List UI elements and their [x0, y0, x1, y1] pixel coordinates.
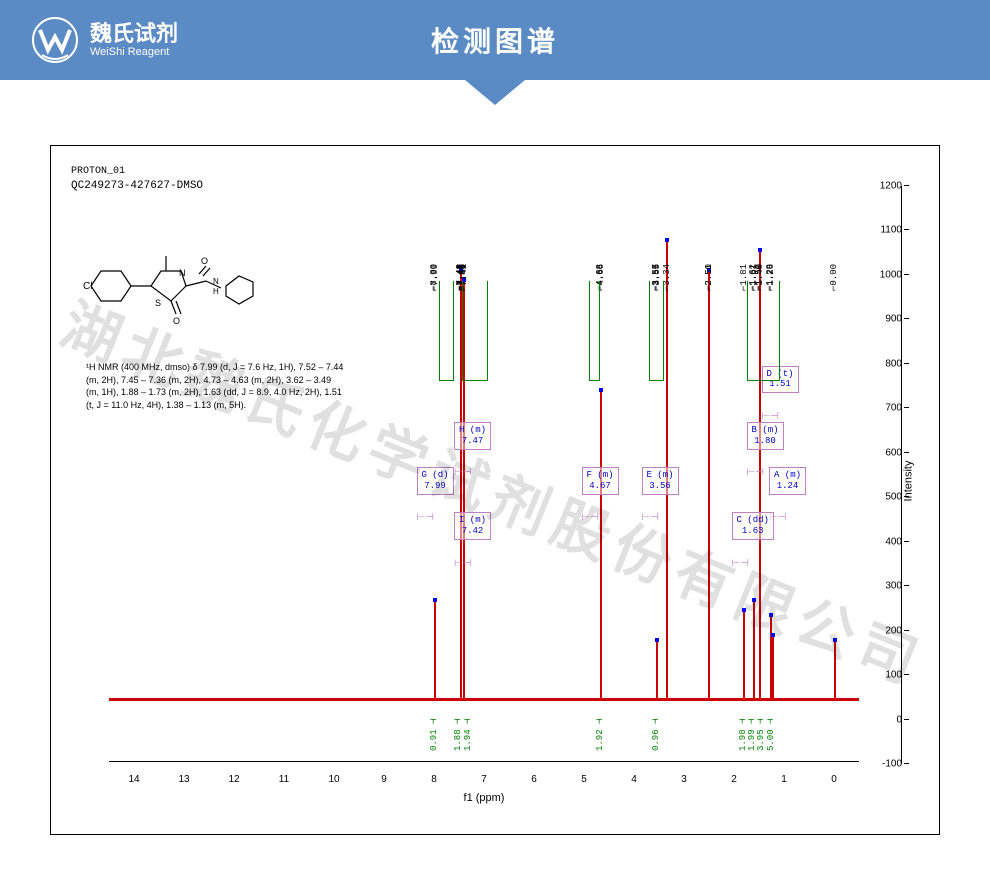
y-axis: -100010020030040050060070080090010001100… — [859, 186, 914, 764]
page-title: 检测图谱 — [431, 20, 559, 60]
logo: 魏氏试剂 WeiShi Reagent — [30, 15, 178, 65]
annotation-range: ⊢⊣ — [762, 411, 779, 422]
x-tick: 5 — [581, 774, 587, 785]
spectrum-peak — [743, 611, 745, 701]
spectrum-peak — [772, 636, 774, 701]
annotation-range: ⊢⊣ — [747, 467, 764, 478]
annotation-range: ⊢⊣ — [582, 512, 599, 523]
x-tick: 8 — [431, 774, 437, 785]
y-tick: 0 — [896, 714, 902, 725]
y-tick: 600 — [885, 447, 902, 458]
spectrum-peak — [708, 271, 710, 701]
chart-container: PROTON_01 QC249273-427627-DMSO Cl S N O — [0, 105, 990, 875]
logo-icon — [30, 15, 80, 65]
x-tick: 7 — [481, 774, 487, 785]
integral-value: 0.96 ⊣ — [651, 719, 661, 751]
integral-value: 1.88 ⊣ — [453, 719, 463, 751]
integral-value: 1.94 ⊣ — [463, 719, 473, 751]
x-axis-label: f1 (ppm) — [464, 792, 505, 804]
peak-tree — [462, 281, 488, 381]
x-tick: 6 — [531, 774, 537, 785]
x-tick: 1 — [781, 774, 787, 785]
y-tick: -100 — [882, 759, 902, 770]
peak-annotation: H (m)7.47 — [454, 422, 491, 450]
peak-tree — [439, 281, 454, 381]
peak-ppm-label: ⌐7.99 — [430, 264, 440, 291]
y-tick: 1200 — [880, 181, 902, 192]
plot-area: G (d)7.99⊢⊣H (m)7.47⊢⊣I (m)7.42⊢⊣F (m)4.… — [109, 196, 859, 762]
x-tick: 11 — [279, 774, 289, 785]
brand-en: WeiShi Reagent — [90, 46, 178, 58]
header-triangle — [465, 80, 525, 105]
y-tick: 200 — [885, 625, 902, 636]
spectrum-baseline — [109, 698, 859, 701]
y-tick: 1100 — [880, 225, 902, 236]
x-tick: 9 — [381, 774, 387, 785]
x-tick: 2 — [731, 774, 737, 785]
peak-annotation: F (m)4.67 — [582, 467, 619, 495]
peak-ppm-label: ⌐0.00 — [829, 264, 839, 291]
integral-value: 1.92 ⊣ — [595, 719, 605, 751]
annotation-range: ⊢⊣ — [454, 467, 471, 478]
spectrum-peak — [834, 641, 836, 701]
integral-value: 3.95 ⊣ — [756, 719, 766, 751]
y-tick: 700 — [885, 403, 902, 414]
peak-annotation: G (d)7.99 — [417, 467, 454, 495]
y-tick: 800 — [885, 358, 902, 369]
peak-tree — [589, 281, 600, 381]
x-tick: 13 — [178, 774, 189, 785]
x-tick: 14 — [128, 774, 139, 785]
integral-value: 0.91 ⊣ — [429, 719, 439, 751]
peak-annotation: E (m)3.56 — [642, 467, 679, 495]
x-axis: 14131211109876543210 f1 (ppm) — [109, 764, 859, 804]
header: 魏氏试剂 WeiShi Reagent 检测图谱 — [0, 0, 990, 80]
sample-id: QC249273-427627-DMSO — [71, 180, 919, 192]
peak-annotation: I (m)7.42 — [454, 512, 491, 540]
svg-text:Cl: Cl — [83, 281, 92, 292]
spectrum-peak — [600, 391, 602, 701]
peak-annotation: A (m)1.24 — [769, 467, 806, 495]
x-tick: 12 — [228, 774, 239, 785]
x-tick: 4 — [631, 774, 637, 785]
annotation-range: ⊢⊣ — [642, 512, 659, 523]
peak-tree — [649, 281, 664, 381]
y-tick: 400 — [885, 536, 902, 547]
y-tick: 500 — [885, 492, 902, 503]
spectrum-peak — [434, 601, 436, 701]
proton-label: PROTON_01 — [71, 166, 919, 177]
x-tick: 10 — [328, 774, 339, 785]
annotation-range: ⊢⊣ — [417, 512, 434, 523]
x-tick: 3 — [681, 774, 687, 785]
spectrum-peak — [656, 641, 658, 701]
peak-annotation: C (dd)1.63 — [732, 512, 774, 540]
nmr-chart: PROTON_01 QC249273-427627-DMSO Cl S N O — [50, 145, 940, 835]
y-tick: 1000 — [880, 269, 902, 280]
annotation-range: ⊢⊣ — [732, 558, 749, 569]
annotation-range: ⊢⊣ — [454, 558, 471, 569]
y-tick: 300 — [885, 581, 902, 592]
y-axis-label: Intensity — [903, 461, 915, 502]
peak-ppm-label: ⌐2.50 — [704, 264, 714, 291]
peak-tree — [747, 281, 781, 381]
brand-cn: 魏氏试剂 — [90, 22, 178, 46]
x-tick: 0 — [831, 774, 837, 785]
integral-value: 5.00 ⊣ — [766, 719, 776, 751]
spectrum-peak — [753, 601, 755, 701]
peak-annotation: B (m)1.80 — [747, 422, 784, 450]
y-tick: 100 — [885, 670, 902, 681]
y-tick: 900 — [885, 314, 902, 325]
